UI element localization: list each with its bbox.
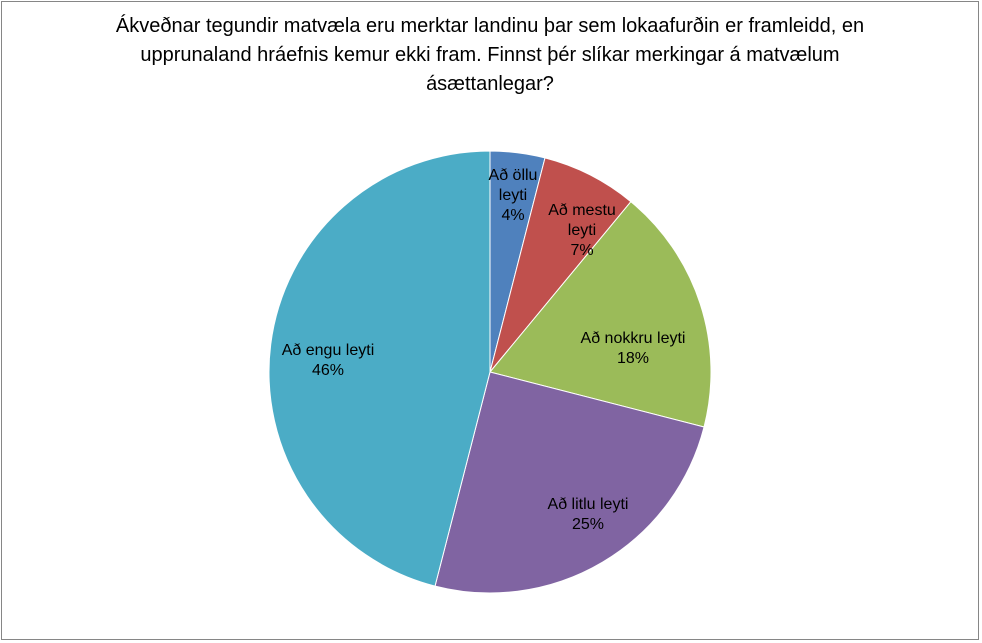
pie-slice-4 — [434, 371, 705, 594]
slice-label-1: Að öllu leyti 4% — [489, 167, 538, 224]
slice-labels: Að öllu leyti 4% Að mestu leyti 7% Að nokkru l… — [282, 167, 686, 533]
slice-label-5: Að engu leyti 46% — [282, 342, 375, 379]
slice-label-4: Að litlu leyti 25% — [548, 496, 629, 533]
slice-label-2: Að mestu leyti 7% — [548, 202, 616, 259]
pie-slice-3 — [489, 201, 712, 428]
chart-title: Ákveðnar tegundir matvæla eru merktar la… — [115, 15, 865, 95]
pie-slice-5 — [268, 150, 491, 587]
slice-label-3: Að nokkru leyti 18% — [581, 330, 686, 367]
pie-slices — [268, 150, 712, 594]
